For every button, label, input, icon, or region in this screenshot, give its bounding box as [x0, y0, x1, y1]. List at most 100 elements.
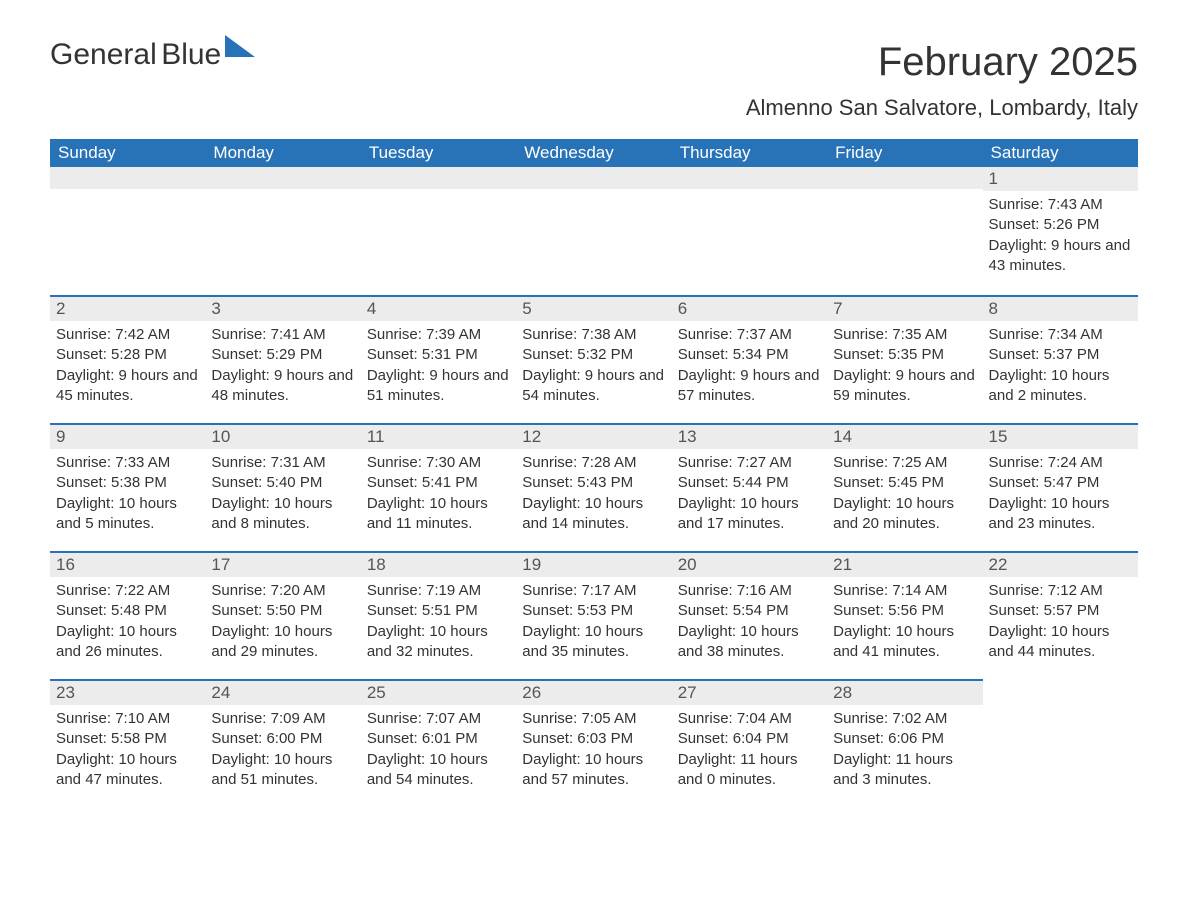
day-number: 15 — [983, 423, 1138, 449]
daylight-text: Daylight: 10 hours and 29 minutes. — [211, 622, 354, 663]
sunset-text: Sunset: 5:38 PM — [56, 473, 199, 493]
daylight-text: Daylight: 10 hours and 54 minutes. — [367, 750, 510, 791]
logo: General Blue — [50, 40, 255, 70]
day-number: 14 — [827, 423, 982, 449]
calendar-cell — [983, 679, 1138, 807]
sunset-text: Sunset: 5:26 PM — [989, 215, 1132, 235]
day-number: 24 — [205, 679, 360, 705]
calendar-cell: 7Sunrise: 7:35 AMSunset: 5:35 PMDaylight… — [827, 295, 982, 423]
sunrise-text: Sunrise: 7:25 AM — [833, 453, 976, 473]
empty-day-header — [516, 167, 671, 189]
calendar-week: 16Sunrise: 7:22 AMSunset: 5:48 PMDayligh… — [50, 551, 1138, 679]
day-details: Sunrise: 7:12 AMSunset: 5:57 PMDaylight:… — [983, 577, 1138, 670]
daylight-text: Daylight: 9 hours and 51 minutes. — [367, 366, 510, 407]
day-details: Sunrise: 7:14 AMSunset: 5:56 PMDaylight:… — [827, 577, 982, 670]
day-number: 26 — [516, 679, 671, 705]
calendar-table: SundayMondayTuesdayWednesdayThursdayFrid… — [50, 139, 1138, 807]
sunrise-text: Sunrise: 7:27 AM — [678, 453, 821, 473]
day-details: Sunrise: 7:33 AMSunset: 5:38 PMDaylight:… — [50, 449, 205, 542]
sunset-text: Sunset: 6:00 PM — [211, 729, 354, 749]
daylight-text: Daylight: 11 hours and 0 minutes. — [678, 750, 821, 791]
day-details: Sunrise: 7:17 AMSunset: 5:53 PMDaylight:… — [516, 577, 671, 670]
sunrise-text: Sunrise: 7:28 AM — [522, 453, 665, 473]
daylight-text: Daylight: 11 hours and 3 minutes. — [833, 750, 976, 791]
daylight-text: Daylight: 10 hours and 5 minutes. — [56, 494, 199, 535]
calendar-cell: 27Sunrise: 7:04 AMSunset: 6:04 PMDayligh… — [672, 679, 827, 807]
sunrise-text: Sunrise: 7:42 AM — [56, 325, 199, 345]
sunset-text: Sunset: 5:40 PM — [211, 473, 354, 493]
daylight-text: Daylight: 10 hours and 51 minutes. — [211, 750, 354, 791]
calendar-cell: 17Sunrise: 7:20 AMSunset: 5:50 PMDayligh… — [205, 551, 360, 679]
calendar-cell: 26Sunrise: 7:05 AMSunset: 6:03 PMDayligh… — [516, 679, 671, 807]
sunrise-text: Sunrise: 7:37 AM — [678, 325, 821, 345]
daylight-text: Daylight: 9 hours and 48 minutes. — [211, 366, 354, 407]
calendar-cell: 5Sunrise: 7:38 AMSunset: 5:32 PMDaylight… — [516, 295, 671, 423]
calendar-cell: 14Sunrise: 7:25 AMSunset: 5:45 PMDayligh… — [827, 423, 982, 551]
sunrise-text: Sunrise: 7:02 AM — [833, 709, 976, 729]
weekday-header: Wednesday — [516, 139, 671, 167]
title-block: February 2025 Almenno San Salvatore, Lom… — [746, 40, 1138, 121]
sunset-text: Sunset: 5:35 PM — [833, 345, 976, 365]
sunset-text: Sunset: 5:56 PM — [833, 601, 976, 621]
day-number: 18 — [361, 551, 516, 577]
sunset-text: Sunset: 5:54 PM — [678, 601, 821, 621]
logo-triangle-icon — [225, 35, 255, 57]
sunrise-text: Sunrise: 7:04 AM — [678, 709, 821, 729]
daylight-text: Daylight: 10 hours and 2 minutes. — [989, 366, 1132, 407]
location: Almenno San Salvatore, Lombardy, Italy — [746, 95, 1138, 121]
day-number: 17 — [205, 551, 360, 577]
day-details: Sunrise: 7:05 AMSunset: 6:03 PMDaylight:… — [516, 705, 671, 798]
month-title: February 2025 — [746, 40, 1138, 85]
calendar-cell: 6Sunrise: 7:37 AMSunset: 5:34 PMDaylight… — [672, 295, 827, 423]
calendar-cell — [672, 167, 827, 295]
daylight-text: Daylight: 10 hours and 47 minutes. — [56, 750, 199, 791]
weekday-header: Sunday — [50, 139, 205, 167]
day-details: Sunrise: 7:19 AMSunset: 5:51 PMDaylight:… — [361, 577, 516, 670]
day-number: 27 — [672, 679, 827, 705]
calendar-cell: 23Sunrise: 7:10 AMSunset: 5:58 PMDayligh… — [50, 679, 205, 807]
day-number: 22 — [983, 551, 1138, 577]
daylight-text: Daylight: 10 hours and 38 minutes. — [678, 622, 821, 663]
sunset-text: Sunset: 5:57 PM — [989, 601, 1132, 621]
sunset-text: Sunset: 5:50 PM — [211, 601, 354, 621]
sunset-text: Sunset: 5:34 PM — [678, 345, 821, 365]
sunset-text: Sunset: 5:53 PM — [522, 601, 665, 621]
calendar-cell: 10Sunrise: 7:31 AMSunset: 5:40 PMDayligh… — [205, 423, 360, 551]
day-details: Sunrise: 7:42 AMSunset: 5:28 PMDaylight:… — [50, 321, 205, 414]
day-number: 21 — [827, 551, 982, 577]
sunrise-text: Sunrise: 7:10 AM — [56, 709, 199, 729]
day-number: 25 — [361, 679, 516, 705]
sunrise-text: Sunrise: 7:17 AM — [522, 581, 665, 601]
day-details: Sunrise: 7:27 AMSunset: 5:44 PMDaylight:… — [672, 449, 827, 542]
day-details: Sunrise: 7:10 AMSunset: 5:58 PMDaylight:… — [50, 705, 205, 798]
day-number: 4 — [361, 295, 516, 321]
day-details: Sunrise: 7:16 AMSunset: 5:54 PMDaylight:… — [672, 577, 827, 670]
sunrise-text: Sunrise: 7:24 AM — [989, 453, 1132, 473]
weekday-header: Thursday — [672, 139, 827, 167]
sunset-text: Sunset: 5:58 PM — [56, 729, 199, 749]
logo-text-blue: Blue — [161, 38, 221, 71]
sunset-text: Sunset: 5:31 PM — [367, 345, 510, 365]
calendar-week: 9Sunrise: 7:33 AMSunset: 5:38 PMDaylight… — [50, 423, 1138, 551]
sunset-text: Sunset: 5:28 PM — [56, 345, 199, 365]
daylight-text: Daylight: 10 hours and 11 minutes. — [367, 494, 510, 535]
calendar-cell: 15Sunrise: 7:24 AMSunset: 5:47 PMDayligh… — [983, 423, 1138, 551]
sunrise-text: Sunrise: 7:14 AM — [833, 581, 976, 601]
day-number: 6 — [672, 295, 827, 321]
day-details: Sunrise: 7:38 AMSunset: 5:32 PMDaylight:… — [516, 321, 671, 414]
calendar-cell: 28Sunrise: 7:02 AMSunset: 6:06 PMDayligh… — [827, 679, 982, 807]
empty-day-header — [672, 167, 827, 189]
calendar-cell — [361, 167, 516, 295]
sunset-text: Sunset: 6:04 PM — [678, 729, 821, 749]
daylight-text: Daylight: 10 hours and 41 minutes. — [833, 622, 976, 663]
sunrise-text: Sunrise: 7:09 AM — [211, 709, 354, 729]
day-number: 10 — [205, 423, 360, 449]
day-details: Sunrise: 7:04 AMSunset: 6:04 PMDaylight:… — [672, 705, 827, 798]
calendar-cell: 4Sunrise: 7:39 AMSunset: 5:31 PMDaylight… — [361, 295, 516, 423]
calendar-cell: 19Sunrise: 7:17 AMSunset: 5:53 PMDayligh… — [516, 551, 671, 679]
weekday-header: Monday — [205, 139, 360, 167]
calendar-cell: 16Sunrise: 7:22 AMSunset: 5:48 PMDayligh… — [50, 551, 205, 679]
weekday-header: Saturday — [983, 139, 1138, 167]
day-number: 9 — [50, 423, 205, 449]
sunset-text: Sunset: 5:32 PM — [522, 345, 665, 365]
